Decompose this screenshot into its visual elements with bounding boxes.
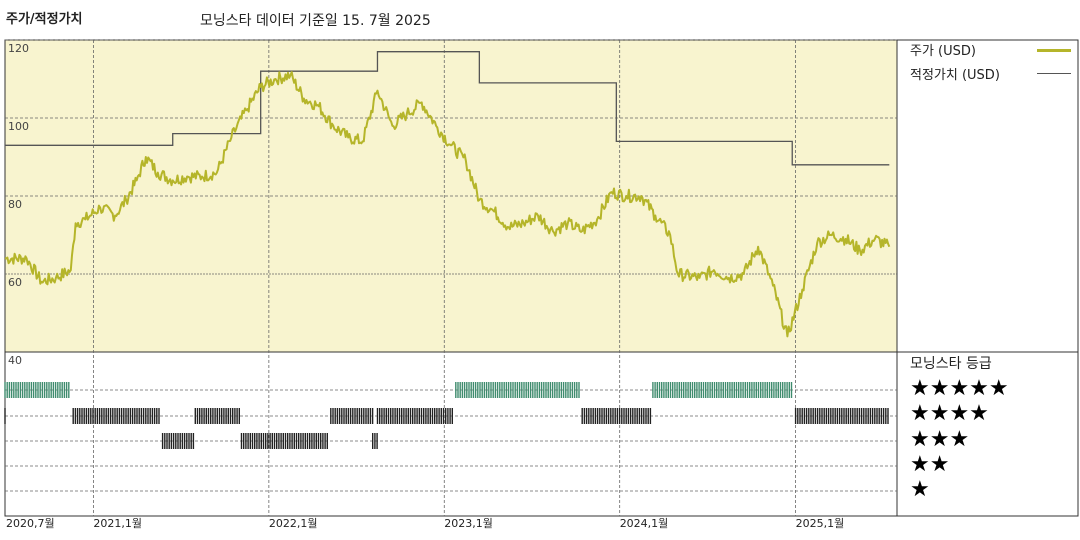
x-tick-label: 2020,7월 <box>6 517 55 530</box>
chart-title: 주가/적정가치 <box>6 12 83 27</box>
rating-heading: 모닝스타 등급 <box>910 356 992 372</box>
y-tick-label: 40 <box>8 354 22 367</box>
rating-bar-5-stars <box>652 382 793 398</box>
x-tick-label: 2024,1월 <box>620 517 669 530</box>
y-tick-label: 80 <box>8 198 22 211</box>
x-tick-label: 2023,1월 <box>444 517 493 530</box>
rating-bar-4-stars <box>194 408 240 424</box>
y-tick-label: 120 <box>8 42 29 55</box>
x-tick-label: 2021,1월 <box>93 517 142 530</box>
rating-bar-4-stars <box>581 408 652 424</box>
fair-value-line <box>5 51 890 166</box>
rating-bar-4-stars <box>376 408 453 424</box>
rating-label-3-stars: ★★★ <box>910 427 970 452</box>
rating-bar-3-stars <box>240 433 328 449</box>
rating-bar-4-stars <box>330 408 374 424</box>
rating-bar-4-stars <box>794 408 889 424</box>
rating-label-2-stars: ★★ <box>910 452 950 477</box>
y-tick-label: 100 <box>8 120 29 133</box>
legend-fair-value-swatch <box>1037 73 1071 74</box>
rating-bar-5-stars <box>4 382 70 398</box>
rating-bar-5-stars <box>455 382 580 398</box>
rating-label-1-star: ★ <box>910 477 930 502</box>
legend-price-label: 주가 (USD) <box>910 44 976 59</box>
y-tick-label: 60 <box>8 276 22 289</box>
legend-price-swatch <box>1037 49 1071 52</box>
rating-bar-3-stars <box>372 433 378 449</box>
x-tick-label: 2022,1월 <box>269 517 318 530</box>
x-tick-label: 2025,1월 <box>796 517 845 530</box>
rating-bar-4-stars <box>72 408 160 424</box>
legend-fair-value-label: 적정가치 (USD) <box>910 68 1000 83</box>
price-line <box>4 71 891 338</box>
rating-label-5-stars: ★★★★★ <box>910 376 1009 401</box>
data-date-subtitle: 모닝스타 데이터 기준일 15. 7월 2025 <box>200 13 431 29</box>
rating-label-4-stars: ★★★★ <box>910 401 989 426</box>
rating-bar-3-stars <box>161 433 195 449</box>
